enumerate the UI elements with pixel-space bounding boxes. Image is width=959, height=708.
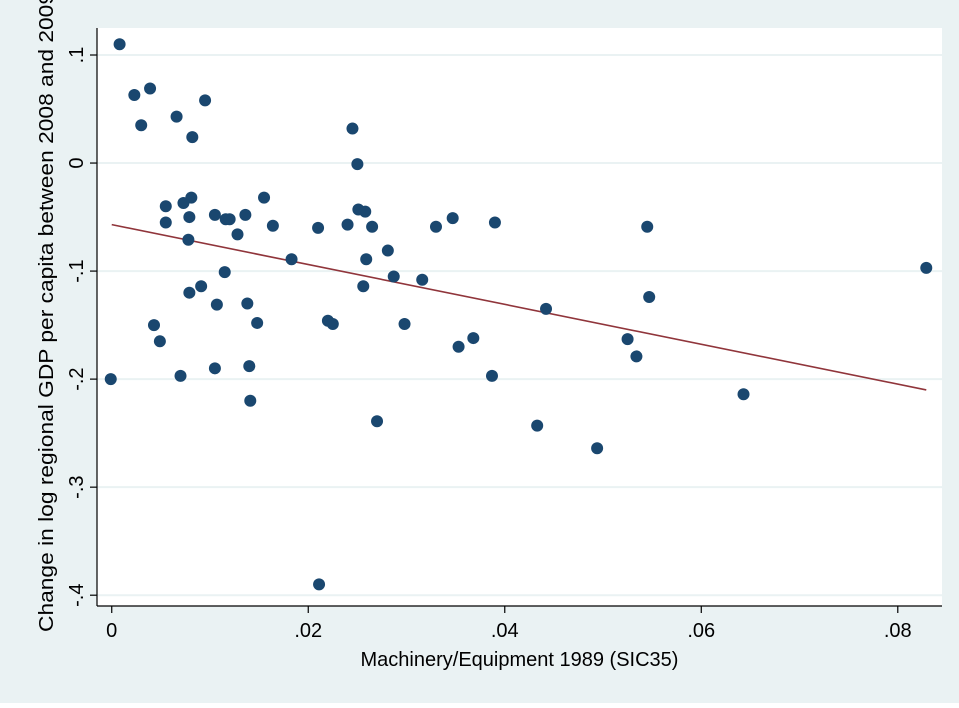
scatter-point (182, 233, 195, 246)
x-tick-label: .08 (884, 620, 912, 642)
scatter-point (359, 205, 372, 218)
scatter-point (144, 82, 157, 95)
scatter-point (186, 131, 199, 144)
scatter-point (195, 280, 208, 293)
data-points (104, 38, 933, 591)
x-tick-label: .02 (294, 620, 322, 642)
scatter-point (159, 216, 172, 229)
scatter-point (643, 291, 656, 304)
scatter-point (104, 373, 117, 386)
fit-line-group (111, 223, 927, 391)
scatter-point (243, 360, 256, 373)
scatter-point (266, 219, 279, 232)
scatter-point (467, 332, 480, 345)
scatter-point (135, 119, 148, 132)
y-tick-label: -.3 (66, 475, 88, 498)
scatter-point (446, 212, 459, 225)
x-tick-label: .06 (687, 620, 715, 642)
scatter-point (128, 88, 141, 101)
scatter-point (231, 228, 244, 241)
scatter-point (239, 208, 252, 221)
y-tick-label: 0 (66, 157, 88, 168)
scatter-point (174, 369, 187, 382)
scatter-point (251, 316, 264, 329)
scatter-point (185, 191, 198, 204)
scatter-point (223, 213, 236, 226)
scatter-point (113, 38, 126, 51)
scatter-point (183, 286, 196, 299)
scatter-point (366, 220, 379, 233)
scatter-point (398, 318, 411, 331)
scatter-point (208, 208, 221, 221)
gridlines (97, 54, 942, 597)
scatter-point (641, 220, 654, 233)
scatter-point (183, 211, 196, 224)
y-tick-label: .1 (66, 47, 88, 64)
scatter-point (452, 340, 465, 353)
scatter-point (208, 362, 221, 375)
scatter-point (488, 216, 501, 229)
scatter-point (920, 261, 933, 274)
scatter-point (540, 302, 553, 315)
scatter-point (153, 335, 166, 348)
x-tick-label: .04 (491, 620, 519, 642)
scatter-point (381, 244, 394, 257)
scatter-point (218, 266, 231, 279)
scatter-point (326, 318, 339, 331)
plot-area (97, 28, 942, 606)
y-axis-label: Change in log regional GDP per capita be… (36, 0, 58, 632)
scatter-point (199, 94, 212, 107)
scatter-point (241, 297, 254, 310)
y-tick-label: -.2 (66, 367, 88, 390)
y-tick-label: -.1 (66, 259, 88, 282)
scatter-point (341, 218, 354, 231)
scatter-point (531, 419, 544, 432)
x-axis-label: Machinery/Equipment 1989 (SIC35) (361, 649, 679, 671)
fitted-line (111, 223, 927, 391)
y-tick-label: -.4 (66, 584, 88, 607)
scatter-point (346, 122, 359, 135)
scatter-point (313, 578, 326, 591)
scatter-point (244, 394, 257, 407)
scatter-point (591, 442, 604, 455)
scatter-point (170, 110, 183, 123)
scatter-point (429, 220, 442, 233)
x-tick-label: 0 (106, 620, 117, 642)
scatter-point (371, 415, 384, 428)
scatter-point (360, 253, 373, 266)
scatter-point (159, 200, 172, 213)
axes: .1 0 -.1 -.2 -.3 -.4 0 .02 .04 .06 .08 (66, 28, 942, 642)
scatter-point (387, 270, 400, 283)
scatter-point (147, 319, 160, 332)
scatter-point (285, 253, 298, 266)
scatter-point (621, 333, 634, 346)
scatter-point (258, 191, 271, 204)
scatter-point (351, 158, 364, 171)
scatter-point (210, 298, 223, 311)
scatter-point (630, 350, 643, 363)
scatter-point (485, 369, 498, 382)
scatter-point (312, 221, 325, 234)
scatter-point (737, 388, 750, 401)
scatter-point (357, 280, 370, 293)
scatter-point (416, 273, 429, 286)
